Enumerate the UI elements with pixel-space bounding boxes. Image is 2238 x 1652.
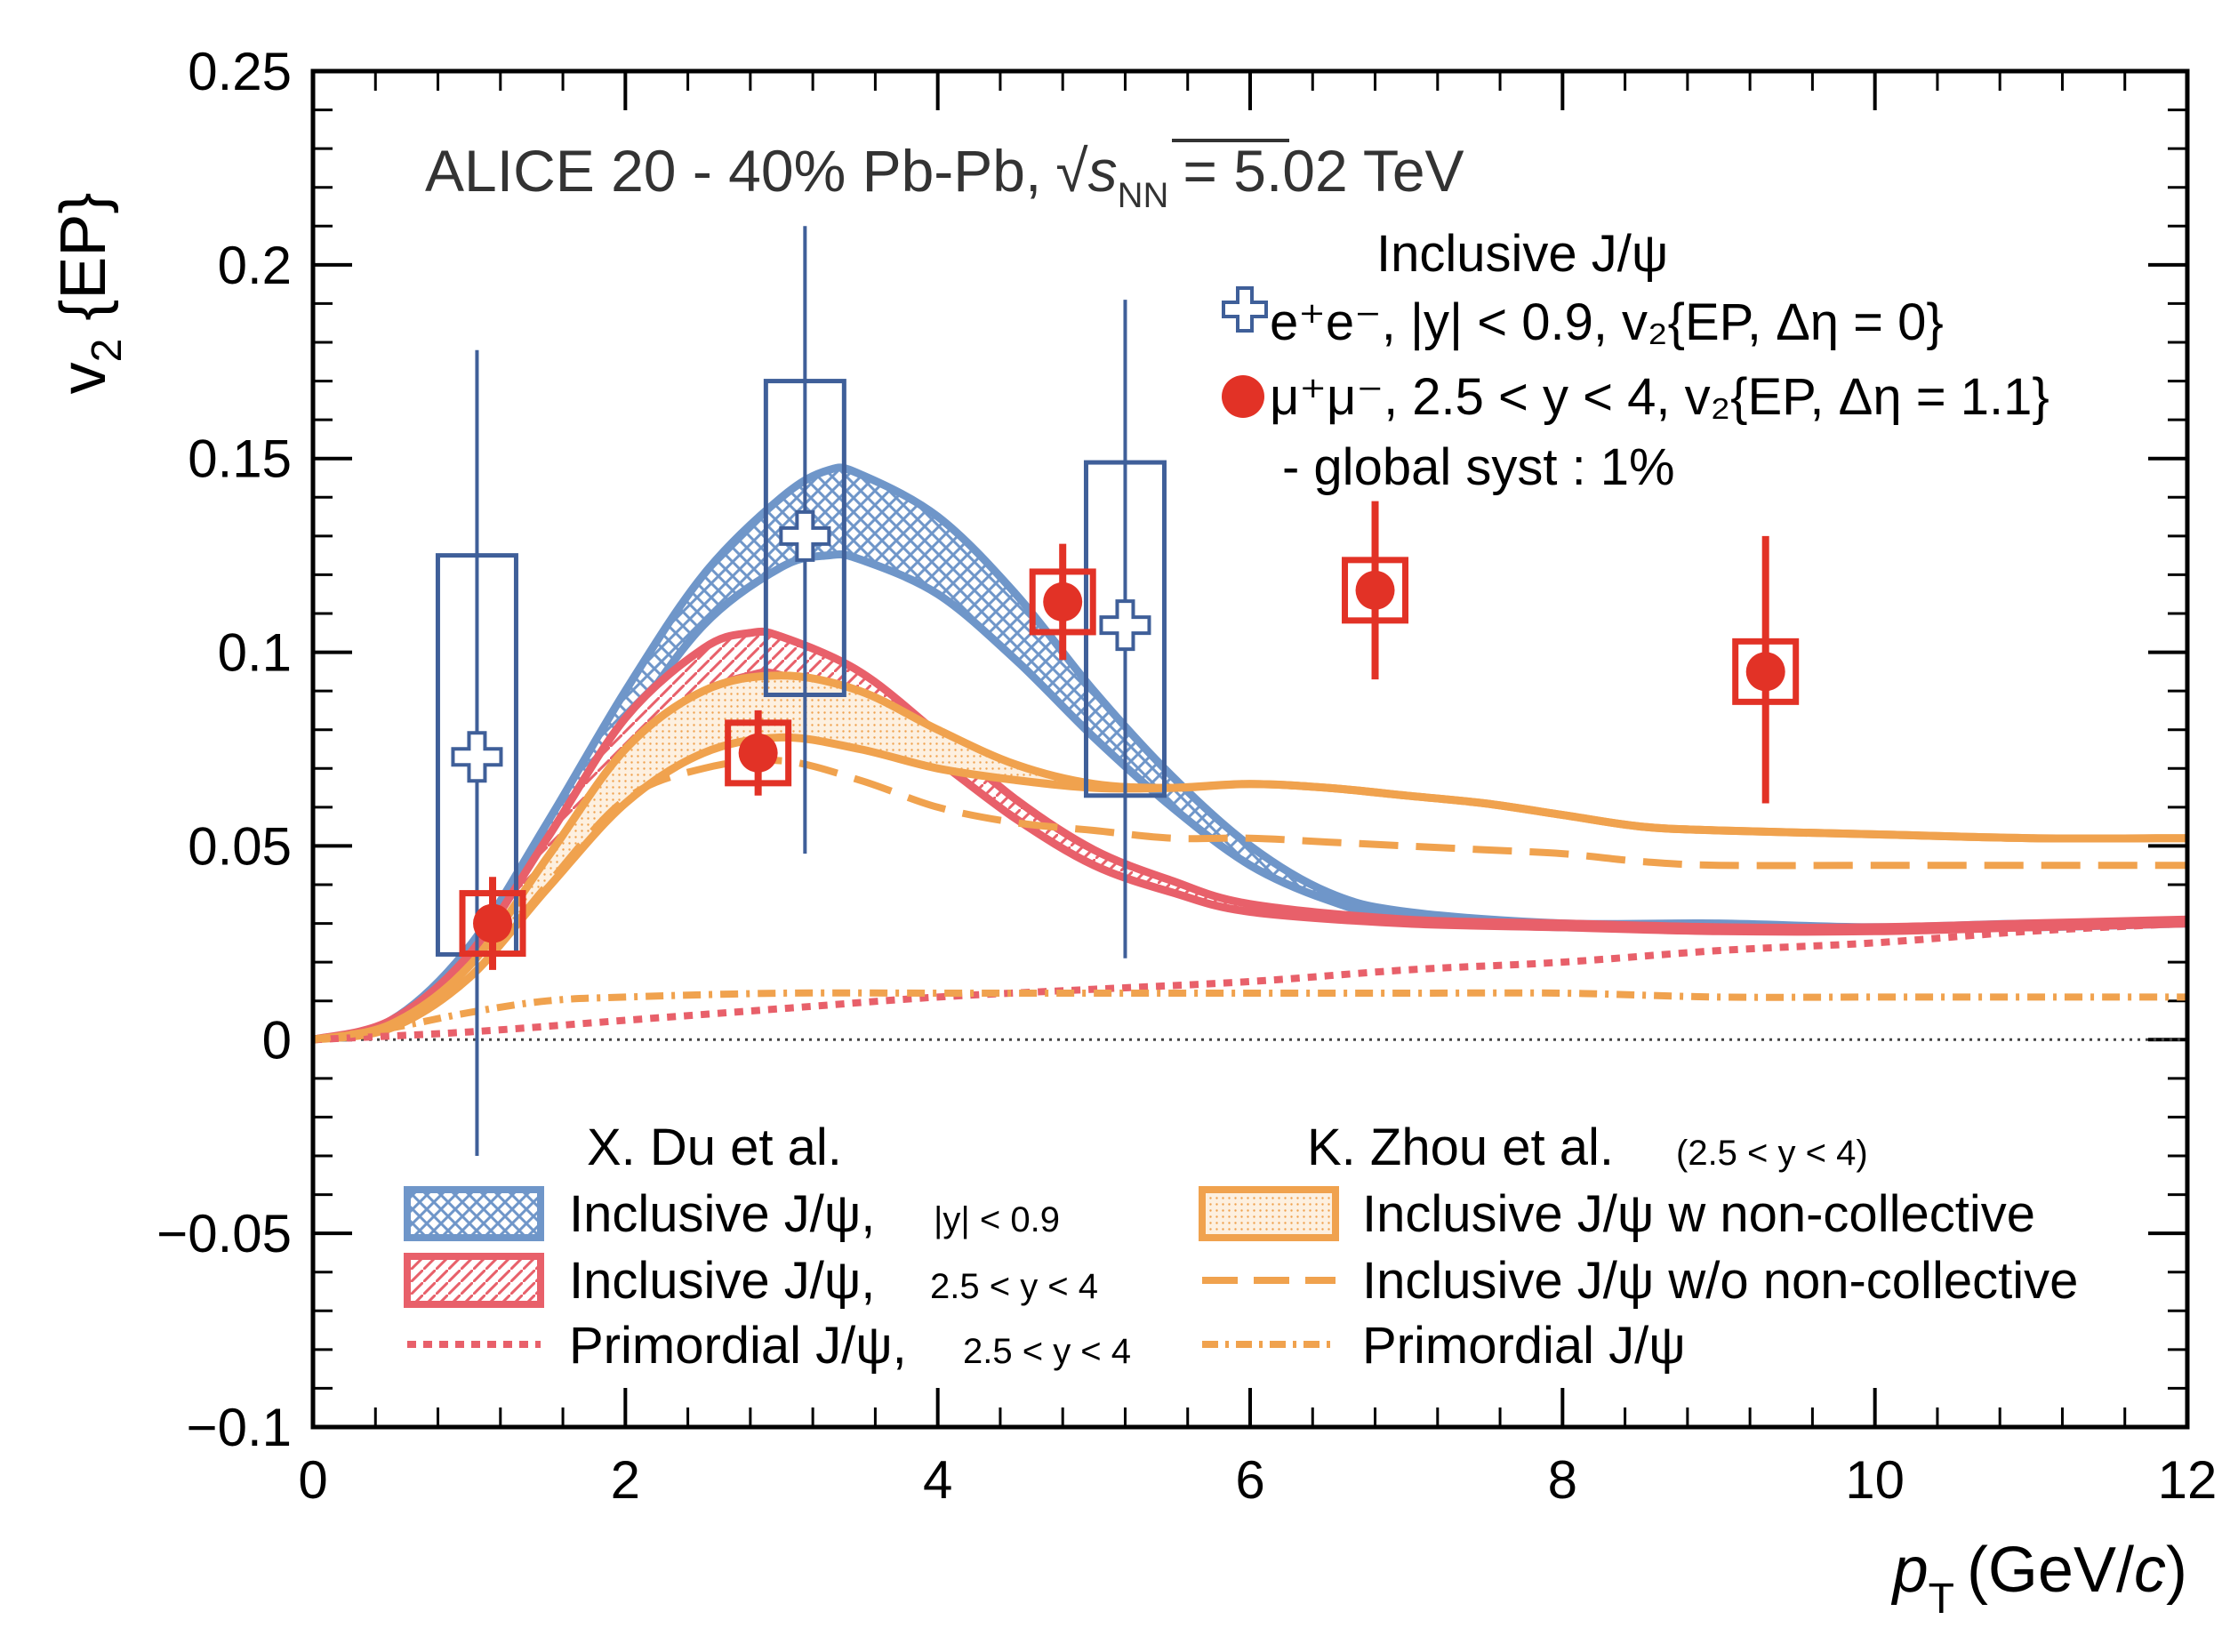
ee-data-point — [1099, 599, 1151, 652]
data-legend-header: Inclusive J/ψ — [1376, 225, 1668, 283]
y-tick-label: 0.05 — [188, 816, 292, 876]
data-points — [435, 226, 1800, 1156]
mumu-data-point — [1745, 652, 1785, 692]
du-legend-label-fwdy: Inclusive J/ψ, — [569, 1252, 875, 1310]
du-legend-label-primordial: Primordial J/ψ, — [569, 1317, 907, 1375]
du-primordial-curve — [313, 919, 2187, 1044]
chart-title: ALICE 20 - 40% Pb-Pb, √sNN = 5.02 TeV — [425, 138, 1464, 215]
du-legend-header: X. Du et al. — [587, 1119, 842, 1176]
model-legend: X. Du et al. K. Zhou et al. (2.5 < y < 4… — [404, 1119, 2078, 1375]
zhou-legend-label-primordial: Primordial J/ψ — [1362, 1317, 1686, 1375]
mumu-data-point — [738, 733, 778, 773]
du-legend-label-midy: Inclusive J/ψ, — [569, 1185, 875, 1243]
x-tick-label: 0 — [298, 1450, 327, 1510]
y-tick-label: −0.1 — [187, 1398, 292, 1457]
y-tick-label: 0.25 — [188, 42, 292, 101]
plot-area: 0 2 4 6 8 10 12 −0.1 −0.05 0 0.05 0.1 0.15 0.2 0.25 — [156, 42, 2217, 1510]
zhou-primordial-curve — [313, 989, 2187, 1044]
y-tick-label: 0.2 — [218, 236, 292, 295]
du-legend-swatch-midy — [404, 1186, 544, 1241]
du-legend-range-primordial: 2.5 < y < 4 — [963, 1332, 1131, 1371]
ee-data-point — [451, 731, 503, 783]
zhou-legend-label-wnc: Inclusive J/ψ w non-collective — [1362, 1185, 2035, 1243]
zhou-wonc-curve — [389, 756, 2187, 1031]
ee-legend-label: e⁺e⁻, |y| < 0.9, v₂{EP, Δη = 0} — [1270, 293, 1944, 351]
zhou-legend-header: K. Zhou et al. — [1307, 1119, 1614, 1176]
mumu-data-point — [1355, 570, 1395, 610]
y-tick-label: −0.05 — [156, 1204, 292, 1263]
y-tick-label: 0.1 — [218, 623, 292, 683]
du-legend-range-fwdy: 2.5 < y < 4 — [930, 1267, 1098, 1306]
zhou-legend-swatch-wnc — [1199, 1186, 1339, 1241]
du-legend-range-midy: |y| < 0.9 — [934, 1200, 1060, 1239]
zhou-legend-range: (2.5 < y < 4) — [1676, 1134, 1868, 1173]
plot-frame — [310, 68, 2190, 1430]
y-axis-label: v2 {EP} — [48, 193, 131, 395]
du-legend-swatch-fwdy — [404, 1253, 544, 1308]
x-axis-label: pT (GeV/c) — [1891, 1535, 2187, 1623]
du-midy-band-fill — [313, 467, 2187, 1040]
x-tick-label: 12 — [2158, 1450, 2218, 1510]
x-tick-label: 8 — [1548, 1450, 1577, 1510]
syst-legend-label: - global syst : 1% — [1282, 438, 1675, 496]
y-tick-label: 0.15 — [188, 429, 292, 489]
data-legend: Inclusive J/ψ e⁺e⁻, |y| < 0.9, v₂{EP, Δη… — [1222, 225, 2049, 496]
x-tick-label: 10 — [1845, 1450, 1905, 1510]
model-curves — [313, 463, 2187, 1044]
y-tick-label: 0 — [262, 1010, 292, 1070]
mumu-data-point — [1043, 581, 1083, 622]
x-tick-label: 6 — [1235, 1450, 1264, 1510]
ee-data-point — [779, 509, 831, 562]
ee-legend-marker — [1222, 286, 1268, 333]
zhou-legend-label-wonc: Inclusive J/ψ w/o non-collective — [1362, 1252, 2078, 1310]
x-tick-label: 4 — [923, 1450, 952, 1510]
mumu-data-point — [473, 903, 513, 943]
mumu-legend-label: μ⁺μ⁻, 2.5 < y < 4, v₂{EP, Δη = 1.1} — [1270, 368, 2049, 426]
x-tick-label: 2 — [611, 1450, 640, 1510]
mumu-legend-marker — [1222, 375, 1264, 418]
